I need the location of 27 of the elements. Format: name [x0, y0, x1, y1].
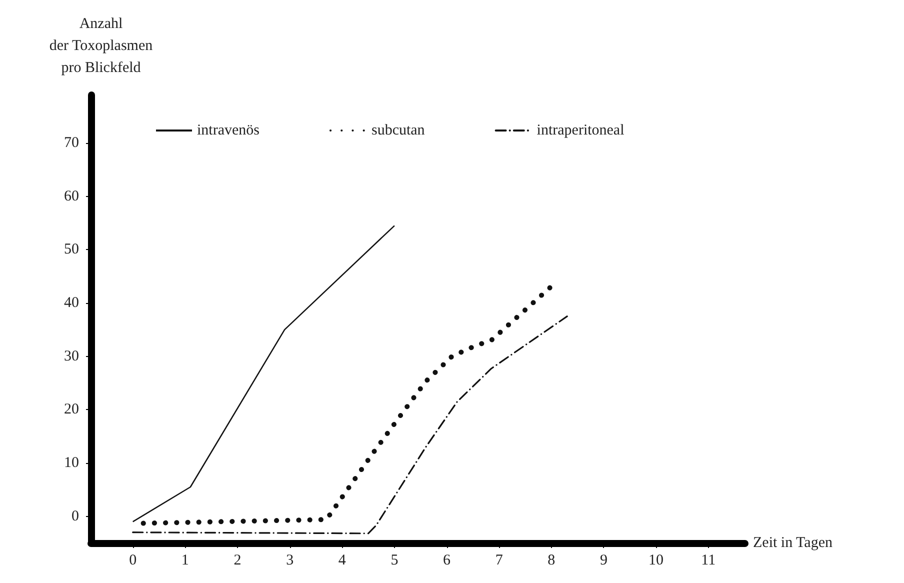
y-tick-label: 10	[64, 455, 79, 471]
y-tick-label: 30	[64, 348, 79, 364]
x-tick-label: 0	[129, 552, 137, 568]
legend-label: intraperitoneal	[536, 122, 624, 138]
x-tick-label: 9	[600, 552, 608, 568]
x-tick-label: 2	[234, 552, 242, 568]
line-series	[132, 316, 568, 534]
x-tick-label: 4	[338, 552, 346, 568]
x-tick-label: 5	[390, 552, 398, 568]
y-tick-label: 0	[72, 508, 79, 524]
y-tick-label: 40	[64, 295, 79, 311]
x-tick-label: 6	[443, 552, 452, 568]
x-tick-label: 7	[495, 552, 504, 568]
x-tick-label: 8	[548, 552, 556, 568]
x-tick-label: 11	[701, 552, 716, 568]
x-axis-title: Zeit in Tagen	[753, 535, 833, 551]
legend-label: intravenös	[197, 122, 260, 138]
y-tick-label: 50	[64, 242, 79, 258]
y-axis-title: Anzahl der Toxoplasmen pro Blickfeld	[49, 16, 154, 76]
x-tick-label: 3	[286, 552, 294, 568]
y-tick-label: 20	[64, 402, 79, 418]
line-series	[132, 225, 396, 522]
y-tick-label: 60	[64, 188, 79, 204]
legend-label: subcutan	[371, 122, 426, 138]
x-tick-label: 10	[648, 552, 664, 568]
x-tick-label: 1	[181, 552, 189, 568]
y-tick-label: 70	[64, 135, 79, 151]
